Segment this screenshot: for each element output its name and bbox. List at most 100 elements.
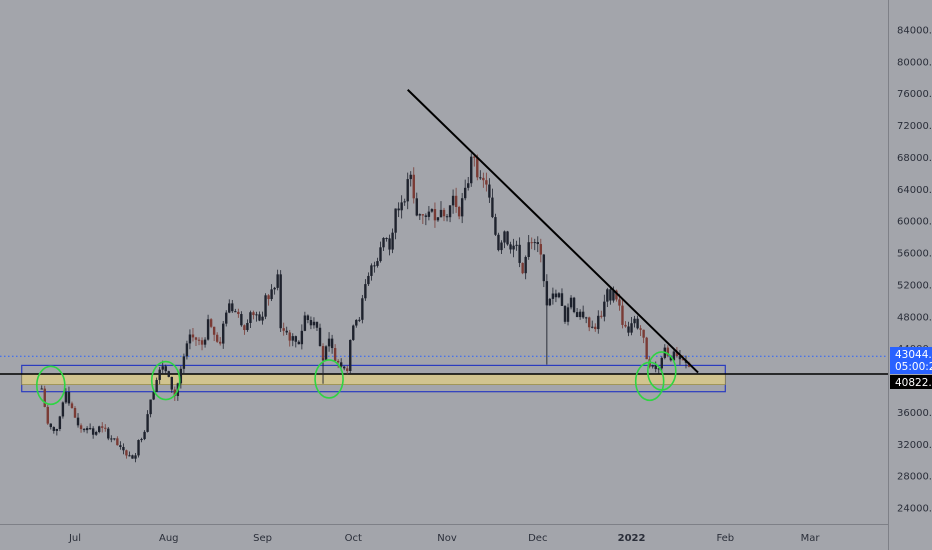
candle-body [448,205,452,218]
candle-body [639,328,642,330]
candle-body [276,274,279,288]
candle-body [152,391,155,400]
time-tick-label: Aug [159,533,179,544]
price-tick-label: 68000.0 [897,153,932,164]
plot-area[interactable] [0,89,888,463]
candle-body [279,274,282,329]
candle-body [581,311,585,318]
candle-body [104,427,107,429]
time-axis[interactable]: Jul Aug Sep Oct Nov Dec 2022 Feb Mar [68,533,820,544]
candle-body [675,351,679,357]
candle-body [557,293,561,298]
candle-body [527,242,530,257]
last-price-tag [890,347,932,374]
candle-body [140,439,143,441]
candle-body [370,265,373,276]
candle-body [349,339,352,371]
candle-body [155,379,158,392]
candle-body [234,311,237,313]
candle-body [164,366,167,372]
candle-body [282,328,285,331]
highlight-circle [150,360,181,401]
candle-body [336,360,340,363]
candle-body [273,287,276,290]
candle-body [584,317,588,319]
candle-body [309,320,313,326]
candle-body [609,289,612,301]
time-tick-label: Oct [345,533,362,544]
candle-body [122,446,125,451]
candle-body [627,326,630,333]
candle-body [470,156,473,184]
candle-body [324,346,328,361]
candle-body [624,324,627,327]
candle-body [194,337,198,340]
candle-body [137,440,140,456]
candle-body [200,340,204,345]
candle-body [333,348,337,361]
candle-body [261,316,264,321]
price-tick-label: 32000.0 [897,440,932,451]
candle-body [539,244,543,255]
candle-body [237,311,240,315]
candle-body [388,238,391,250]
candle-body [185,343,189,357]
candle-body [497,234,500,251]
candle-body [379,247,382,262]
candle-body [206,319,210,340]
candle-body [149,399,152,415]
candle-body [418,214,422,216]
candle-body [548,298,552,306]
candle-body [473,156,476,158]
level-price-tag [890,375,932,389]
candle-body [218,341,222,344]
candle-body [231,303,234,312]
candle-body [209,319,213,327]
time-tick-label: Mar [801,533,821,544]
candle-body [512,245,515,250]
candle-body [451,195,455,206]
candle-body [566,307,570,322]
candle-body [391,232,394,250]
price-tick-label: 64000.0 [897,185,932,196]
candle-body [270,289,273,300]
candle-body [654,365,657,370]
candle-body [636,318,639,329]
candle-body [412,174,415,199]
candle-body [267,295,270,300]
candle-body [615,290,618,300]
candle-body [173,389,177,396]
candle-body [321,346,325,361]
candle-body [134,455,137,459]
candle-body [291,336,294,341]
price-tick-label: 56000.0 [897,249,932,260]
countdown-label: 05:00:24 [895,361,932,373]
highlight-circle [314,359,344,399]
candle-body [666,347,670,356]
price-tick-label: 36000.0 [897,408,932,419]
candle-body [101,426,104,428]
candle-body [406,179,409,202]
candle-body [436,217,440,221]
candle-body [73,408,77,418]
candle-body [482,177,485,181]
candle-body [503,231,506,243]
candle-body [572,297,576,313]
trendline [407,89,699,374]
candle-body [424,215,428,217]
candle-body [352,325,355,340]
candle-body [179,368,183,384]
candle-body [312,321,316,326]
candle-body [397,208,400,211]
candle-body [376,261,379,266]
candle-body [488,184,491,198]
candle-body [315,321,319,328]
candle-body [225,312,228,324]
candle-body [255,314,258,316]
candle-body [300,330,304,345]
candle-body [212,326,216,335]
candle-body [500,242,503,251]
candle-body [61,402,65,417]
